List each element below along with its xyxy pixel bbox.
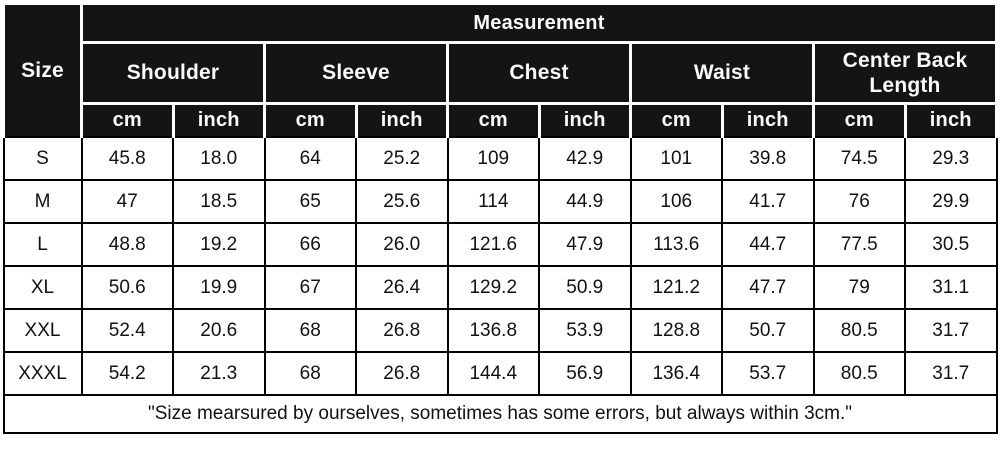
group-header-chest: Chest <box>446 41 632 105</box>
measurement-cell: 114 <box>446 179 540 224</box>
size-label: XL <box>2 265 83 310</box>
table-row: XXXL 54.2 21.3 68 26.8 144.4 56.9 136.4 53.7 80.5… <box>2 351 998 396</box>
title-row: Size Measurement <box>2 2 998 137</box>
measurement-cell: 66 <box>263 222 357 267</box>
measurement-cell: 121.6 <box>446 222 540 267</box>
footnote: "Size mearsured by ourselves, sometimes … <box>2 394 998 434</box>
measurement-cell: 106 <box>629 179 723 224</box>
unit-header-inch: inch <box>171 102 266 137</box>
measurement-cell: 26.8 <box>355 351 449 396</box>
measurement-cell: 80.5 <box>812 351 906 396</box>
measurement-cell: 18.5 <box>172 179 266 224</box>
measurement-cell: 42.9 <box>538 136 632 181</box>
measurement-cell: 29.9 <box>904 179 998 224</box>
group-header-center-back-length: Center Back Length <box>812 41 998 105</box>
table-row: XXL 52.4 20.6 68 26.8 136.8 53.9 128.8 50.7 80.5 3… <box>2 308 998 353</box>
measurement-cell: 129.2 <box>446 265 540 310</box>
table-row: S 45.8 18.0 64 25.2 109 42.9 101 39.8 74.5 29.3 <box>2 136 998 181</box>
measurement-cell: 47.9 <box>538 222 632 267</box>
measurement-cell: 39.8 <box>721 136 815 181</box>
measurement-cell: 26.4 <box>355 265 449 310</box>
measurement-cell: 19.2 <box>172 222 266 267</box>
measurement-cell: 53.7 <box>721 351 815 396</box>
measurement-cell: 50.6 <box>80 265 174 310</box>
measurement-cell: 68 <box>263 351 357 396</box>
group-header-shoulder: Shoulder <box>80 41 266 105</box>
measurement-cell: 65 <box>263 179 357 224</box>
unit-header-cm: cm <box>263 102 358 137</box>
size-label: S <box>2 136 83 181</box>
measurement-cell: 26.8 <box>355 308 449 353</box>
measurement-cell: 31.1 <box>904 265 998 310</box>
measurement-cell: 29.3 <box>904 136 998 181</box>
measurement-cell: 68 <box>263 308 357 353</box>
table-footer: "Size mearsured by ourselves, sometimes … <box>2 394 998 434</box>
measurement-cell: 26.0 <box>355 222 449 267</box>
unit-header-row: cm inch cm inch cm inch cm inch cm inch <box>4 102 998 137</box>
measurement-cell: 121.2 <box>629 265 723 310</box>
unit-header-cm: cm <box>80 102 175 137</box>
table-row: XL 50.6 19.9 67 26.4 129.2 50.9 121.2 47.7 79 31.1 <box>2 265 998 310</box>
measurement-cell: 47 <box>80 179 174 224</box>
group-header-sleeve: Sleeve <box>263 41 449 105</box>
measurement-cell: 67 <box>263 265 357 310</box>
measurement-cell: 18.0 <box>172 136 266 181</box>
size-label: XXL <box>2 308 83 353</box>
measurement-cell: 76 <box>812 179 906 224</box>
measurement-cell: 50.9 <box>538 265 632 310</box>
unit-header-cm: cm <box>812 102 907 137</box>
unit-header-inch: inch <box>354 102 449 137</box>
table-body: S 45.8 18.0 64 25.2 109 42.9 101 39.8 74.5 29.3 M 47… <box>2 136 998 396</box>
group-header-row: Shoulder Sleeve Chest Waist Center Back … <box>4 41 998 105</box>
measurement-cell: 128.8 <box>629 308 723 353</box>
measurement-cell: 44.7 <box>721 222 815 267</box>
measurement-cell: 54.2 <box>80 351 174 396</box>
measurement-cell: 136.4 <box>629 351 723 396</box>
size-corner-header: Size <box>2 2 83 137</box>
table-row: M 47 18.5 65 25.6 114 44.9 106 41.7 76 29.9 <box>2 179 998 224</box>
measurement-cell: 48.8 <box>80 222 174 267</box>
measurement-cell: 25.2 <box>355 136 449 181</box>
measurement-cell: 20.6 <box>172 308 266 353</box>
measurement-cell: 77.5 <box>812 222 906 267</box>
unit-header-cm: cm <box>446 102 541 137</box>
group-header-waist: Waist <box>629 41 815 105</box>
size-label: M <box>2 179 83 224</box>
measurement-cell: 101 <box>629 136 723 181</box>
measurement-cell: 56.9 <box>538 351 632 396</box>
measurement-cell: 25.6 <box>355 179 449 224</box>
size-chart-table: Size Measurement Shoulder Sleeve Chest W… <box>2 2 998 434</box>
measurement-cell: 136.8 <box>446 308 540 353</box>
table-row: L 48.8 19.2 66 26.0 121.6 47.9 113.6 44.7 77.5 30.… <box>2 222 998 267</box>
measurement-cell: 19.9 <box>172 265 266 310</box>
measurement-title-header: Measurement <box>80 2 998 44</box>
measurement-cell: 79 <box>812 265 906 310</box>
measurement-cell: 113.6 <box>629 222 723 267</box>
measurement-cell: 80.5 <box>812 308 906 353</box>
measurement-cell: 64 <box>263 136 357 181</box>
footnote-row: "Size mearsured by ourselves, sometimes … <box>2 394 998 434</box>
measurement-cell: 44.9 <box>538 179 632 224</box>
measurement-cell: 31.7 <box>904 308 998 353</box>
measurement-cell: 31.7 <box>904 351 998 396</box>
unit-header-inch: inch <box>903 102 998 137</box>
unit-header-cm: cm <box>629 102 724 137</box>
measurement-cell: 45.8 <box>80 136 174 181</box>
measurement-cell: 41.7 <box>721 179 815 224</box>
measurement-cell: 52.4 <box>80 308 174 353</box>
table-header: Size Measurement Shoulder Sleeve Chest W… <box>2 2 998 137</box>
measurement-cell: 30.5 <box>904 222 998 267</box>
measurement-cell: 144.4 <box>446 351 540 396</box>
size-label: XXXL <box>2 351 83 396</box>
size-label: L <box>2 222 83 267</box>
unit-header-inch: inch <box>720 102 815 137</box>
measurement-cell: 21.3 <box>172 351 266 396</box>
measurement-cell: 47.7 <box>721 265 815 310</box>
unit-header-inch: inch <box>537 102 632 137</box>
measurement-cell: 53.9 <box>538 308 632 353</box>
measurement-cell: 109 <box>446 136 540 181</box>
measurement-cell: 50.7 <box>721 308 815 353</box>
measurement-cell: 74.5 <box>812 136 906 181</box>
